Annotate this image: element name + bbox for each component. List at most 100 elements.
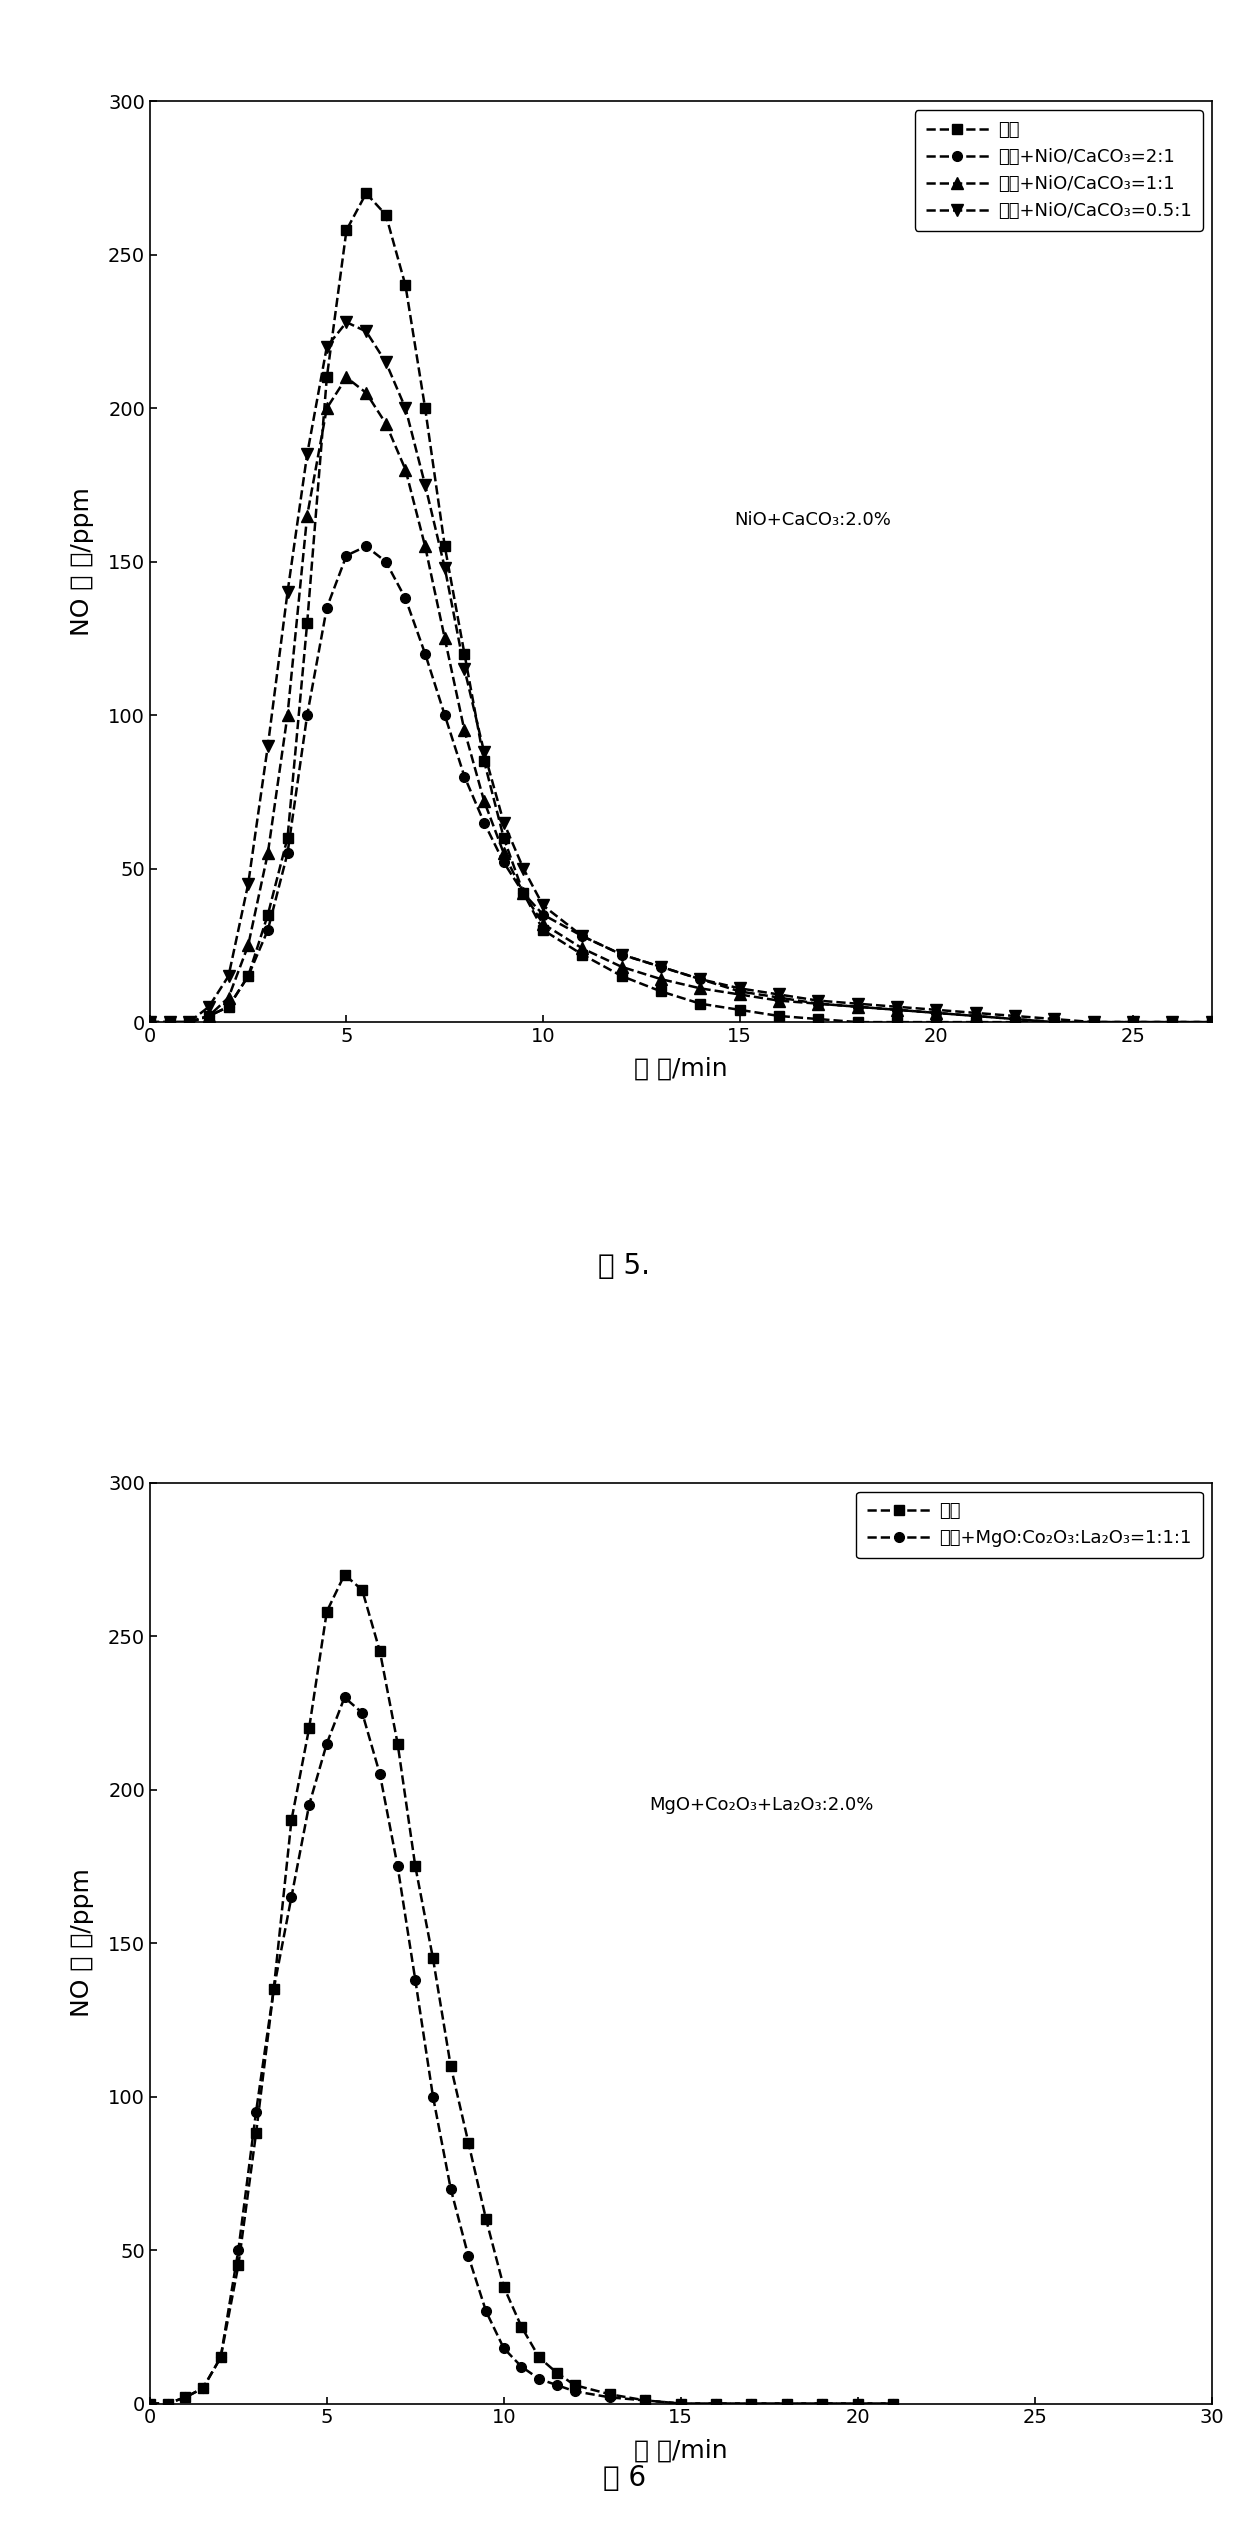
焦炭+MgO:Co₂O₃:La₂O₃=1:1:1: [142, 2388, 157, 2419]
焦炭: [1047, 1007, 1062, 1037]
焦炭+NiO/CaCO₃=2:1: [615, 939, 629, 969]
焦炭: [515, 2312, 530, 2343]
焦炭: [532, 2343, 547, 2373]
焦炭+NiO/CaCO₃=0.5:1: [142, 1007, 157, 1037]
焦炭+NiO/CaCO₃=0.5:1: [496, 807, 511, 837]
焦炭+NiO/CaCO₃=0.5:1: [536, 891, 551, 921]
焦炭+NiO/CaCO₃=1:1: [417, 531, 432, 562]
焦炭+NiO/CaCO₃=1:1: [221, 982, 236, 1012]
焦炭: [260, 901, 275, 931]
焦炭: [550, 2358, 565, 2388]
Legend: 焦炭, 焦炭+MgO:Co₂O₃:La₂O₃=1:1:1: 焦炭, 焦炭+MgO:Co₂O₃:La₂O₃=1:1:1: [857, 1493, 1203, 1558]
焦炭+NiO/CaCO₃=0.5:1: [457, 653, 472, 683]
焦炭+NiO/CaCO₃=2:1: [1087, 1007, 1102, 1037]
焦炭: [231, 2249, 246, 2280]
焦炭: [886, 2388, 901, 2419]
焦炭+NiO/CaCO₃=0.5:1: [1165, 1007, 1180, 1037]
焦炭+NiO/CaCO₃=2:1: [142, 1007, 157, 1037]
焦炭+NiO/CaCO₃=2:1: [260, 916, 275, 946]
焦炭: [378, 200, 393, 230]
焦炭+NiO/CaCO₃=1:1: [477, 787, 492, 817]
Y-axis label: NO 浓 度/ppm: NO 浓 度/ppm: [70, 1870, 94, 2016]
焦炭+NiO/CaCO₃=0.5:1: [811, 987, 826, 1017]
焦炭+MgO:Co₂O₃:La₂O₃=1:1:1: [708, 2388, 723, 2419]
焦炭: [177, 2383, 192, 2414]
Text: 图 5.: 图 5.: [598, 1252, 651, 1280]
焦炭+MgO:Co₂O₃:La₂O₃=1:1:1: [638, 2386, 653, 2416]
焦炭+NiO/CaCO₃=0.5:1: [241, 868, 256, 898]
焦炭: [457, 638, 472, 668]
焦炭: [280, 822, 295, 853]
焦炭+NiO/CaCO₃=2:1: [320, 592, 335, 622]
焦炭: [929, 1007, 944, 1037]
焦炭+NiO/CaCO₃=2:1: [338, 541, 353, 572]
焦炭+NiO/CaCO₃=1:1: [280, 701, 295, 731]
焦炭: [390, 1728, 405, 1758]
焦炭+NiO/CaCO₃=2:1: [417, 638, 432, 668]
焦炭: [461, 2128, 476, 2158]
焦炭: [1087, 1007, 1102, 1037]
焦炭+NiO/CaCO₃=2:1: [378, 546, 393, 577]
焦炭+NiO/CaCO₃=1:1: [241, 931, 256, 961]
焦炭+NiO/CaCO₃=0.5:1: [437, 552, 452, 582]
焦炭+MgO:Co₂O₃:La₂O₃=1:1:1: [426, 2082, 441, 2113]
焦炭+NiO/CaCO₃=1:1: [142, 1007, 157, 1037]
焦炭+MgO:Co₂O₃:La₂O₃=1:1:1: [779, 2388, 794, 2419]
焦炭: [708, 2388, 723, 2419]
焦炭+NiO/CaCO₃=2:1: [889, 994, 904, 1025]
焦炭+MgO:Co₂O₃:La₂O₃=1:1:1: [390, 1852, 405, 1882]
焦炭: [567, 2371, 582, 2401]
焦炭+NiO/CaCO₃=1:1: [496, 837, 511, 868]
焦炭: [214, 2343, 229, 2373]
焦炭: [575, 939, 590, 969]
焦炭+NiO/CaCO₃=1:1: [437, 622, 452, 653]
焦炭: [443, 2052, 458, 2082]
焦炭+NiO/CaCO₃=1:1: [575, 934, 590, 964]
焦炭+NiO/CaCO₃=1:1: [1047, 1007, 1062, 1037]
焦炭: [241, 961, 256, 992]
焦炭+NiO/CaCO₃=2:1: [1125, 1007, 1140, 1037]
焦炭+NiO/CaCO₃=0.5:1: [221, 961, 236, 992]
焦炭+NiO/CaCO₃=2:1: [1165, 1007, 1180, 1037]
焦炭+NiO/CaCO₃=0.5:1: [477, 736, 492, 767]
焦炭: [221, 992, 236, 1022]
焦炭+NiO/CaCO₃=0.5:1: [1047, 1004, 1062, 1035]
焦炭: [266, 1973, 281, 2004]
焦炭+NiO/CaCO₃=0.5:1: [181, 1007, 196, 1037]
焦炭+NiO/CaCO₃=1:1: [457, 716, 472, 746]
焦炭: [355, 1574, 370, 1604]
焦炭+NiO/CaCO₃=0.5:1: [1087, 1007, 1102, 1037]
焦炭+NiO/CaCO₃=2:1: [1047, 1007, 1062, 1037]
焦炭+NiO/CaCO₃=0.5:1: [398, 392, 413, 423]
焦炭+NiO/CaCO₃=2:1: [653, 951, 668, 982]
焦炭+MgO:Co₂O₃:La₂O₃=1:1:1: [567, 2376, 582, 2406]
焦炭+NiO/CaCO₃=2:1: [280, 837, 295, 868]
Line: 焦炭+NiO/CaCO₃=2:1: 焦炭+NiO/CaCO₃=2:1: [145, 541, 1217, 1027]
焦炭: [732, 994, 747, 1025]
X-axis label: 时 间/min: 时 间/min: [634, 1058, 727, 1080]
焦炭+NiO/CaCO₃=0.5:1: [338, 306, 353, 336]
焦炭+NiO/CaCO₃=2:1: [968, 1002, 983, 1032]
焦炭+MgO:Co₂O₃:La₂O₃=1:1:1: [231, 2234, 246, 2264]
焦炭: [398, 271, 413, 301]
焦炭+MgO:Co₂O₃:La₂O₃=1:1:1: [214, 2343, 229, 2373]
焦炭: [142, 2388, 157, 2419]
焦炭+NiO/CaCO₃=0.5:1: [516, 853, 531, 883]
焦炭: [673, 2388, 688, 2419]
焦炭+NiO/CaCO₃=1:1: [162, 1007, 177, 1037]
焦炭+MgO:Co₂O₃:La₂O₃=1:1:1: [355, 1698, 370, 1728]
焦炭+MgO:Co₂O₃:La₂O₃=1:1:1: [515, 2350, 530, 2381]
Line: 焦炭+MgO:Co₂O₃:La₂O₃=1:1:1: 焦炭+MgO:Co₂O₃:La₂O₃=1:1:1: [145, 1693, 898, 2409]
焦炭+MgO:Co₂O₃:La₂O₃=1:1:1: [177, 2383, 192, 2414]
Text: 图 6: 图 6: [603, 2464, 646, 2492]
焦炭+MgO:Co₂O₃:La₂O₃=1:1:1: [284, 1882, 299, 1913]
焦炭+NiO/CaCO₃=2:1: [772, 982, 787, 1012]
焦炭+NiO/CaCO₃=0.5:1: [575, 921, 590, 951]
焦炭+NiO/CaCO₃=2:1: [536, 901, 551, 931]
焦炭+NiO/CaCO₃=2:1: [241, 961, 256, 992]
焦炭: [372, 1637, 387, 1667]
焦炭+NiO/CaCO₃=2:1: [1204, 1007, 1219, 1037]
焦炭+MgO:Co₂O₃:La₂O₃=1:1:1: [407, 1966, 422, 1996]
焦炭: [201, 1002, 216, 1032]
焦炭+NiO/CaCO₃=1:1: [536, 908, 551, 939]
